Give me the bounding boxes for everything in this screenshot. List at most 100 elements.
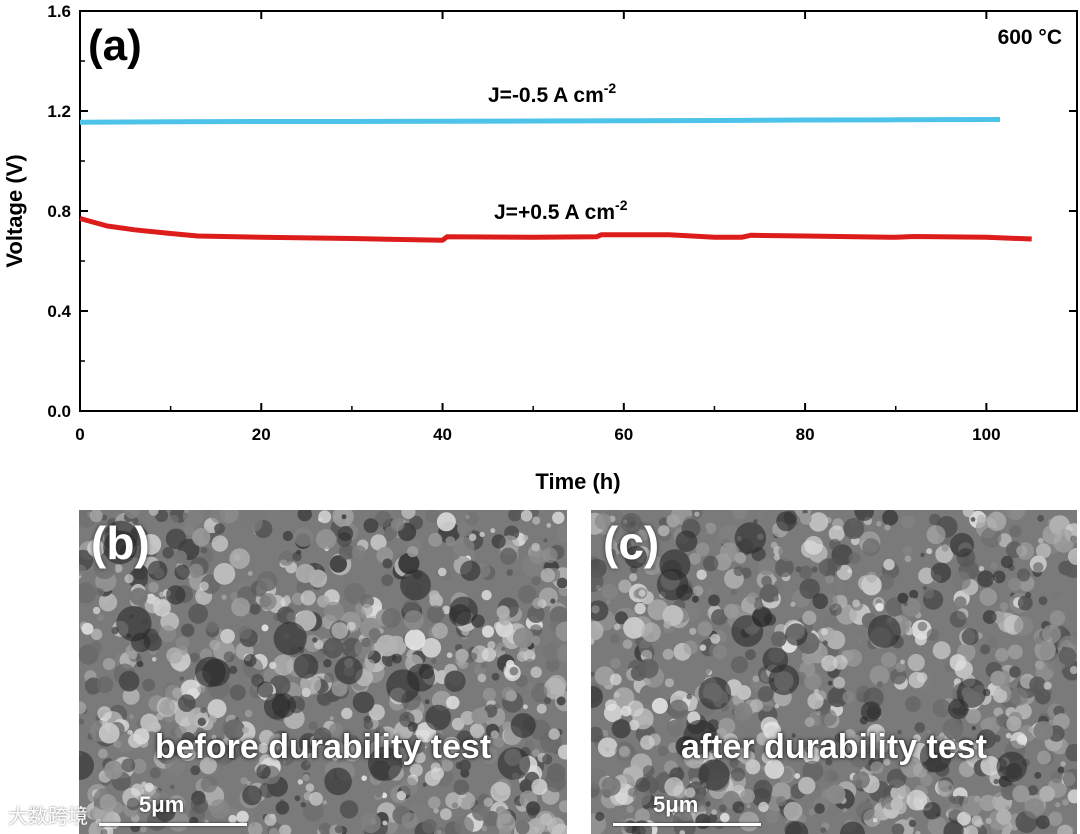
sem-grain [401, 510, 416, 519]
sem-grain [723, 733, 739, 748]
sem-pore [814, 803, 825, 814]
sem-grain [298, 564, 316, 581]
sem-grain [97, 706, 112, 721]
sem-grain [96, 676, 114, 693]
sem-grain [695, 542, 710, 557]
sem-grain [188, 563, 204, 579]
sem-grain [718, 804, 727, 813]
sem-grain [753, 779, 773, 799]
sem-grain [604, 747, 610, 752]
sem-grain [802, 760, 824, 782]
sem-grain [300, 590, 316, 606]
sem-grain [1042, 624, 1061, 644]
sem-grain [517, 651, 528, 662]
scale-label-after: 5μm [653, 792, 699, 817]
sem-grain [328, 723, 344, 738]
sem-grain [876, 521, 882, 527]
sem-grain [300, 802, 306, 808]
sem-pore [363, 518, 379, 533]
sem-grain [700, 526, 707, 533]
sem-grain [440, 759, 454, 772]
sem-pore [595, 811, 605, 822]
sem-grain [1036, 543, 1051, 559]
sem-pore [400, 569, 431, 601]
sem-pore [256, 764, 271, 779]
sem-grain [820, 628, 828, 636]
sem-grain [734, 552, 747, 564]
sem-pore [257, 681, 274, 698]
sem-grain [128, 650, 138, 660]
sem-grain [906, 789, 928, 811]
sem-grain [1043, 681, 1052, 690]
sem-grain [308, 721, 318, 731]
sem-grain [317, 595, 330, 608]
sem-grain [594, 513, 612, 530]
sem-grain [605, 600, 611, 605]
sem-pore [996, 751, 1027, 782]
sem-grain [878, 574, 894, 590]
sem-grain [1057, 766, 1065, 774]
sem-grain [551, 823, 567, 834]
sem-grain [421, 638, 442, 658]
sem-grain [374, 510, 392, 528]
sem-grain [481, 825, 488, 832]
sem-grain [122, 687, 140, 705]
sem-grain [556, 644, 567, 663]
sem-grain [908, 819, 917, 827]
sem-grain [318, 517, 323, 522]
sem-grain [696, 569, 707, 580]
sem-grain [886, 768, 907, 789]
sem-grain [210, 510, 226, 524]
sem-grain [159, 625, 177, 643]
sem-grain [949, 654, 967, 671]
sem-grain [121, 758, 136, 773]
sem-grain [331, 752, 340, 761]
sem-grain [603, 703, 623, 723]
sem-grain [548, 728, 560, 740]
sem-grain [208, 715, 217, 724]
sem-grain [509, 666, 519, 676]
sem-grain [731, 510, 748, 520]
sem-grain [275, 801, 290, 815]
sem-grain [294, 795, 301, 802]
sem-grain [166, 647, 183, 664]
sem-grain [995, 648, 1009, 662]
sem-grain [1023, 798, 1045, 819]
sem-grain [99, 794, 117, 811]
sem-grain [764, 759, 785, 779]
sem-grain [731, 767, 745, 782]
sem-grain [499, 618, 505, 624]
sem-pore [293, 653, 319, 679]
sem-grain [268, 827, 279, 834]
sem-grain [1027, 785, 1039, 796]
sem-grain [247, 571, 253, 576]
sem-grain [923, 587, 935, 599]
sem-grain [1009, 687, 1028, 706]
sem-grain [273, 654, 295, 676]
sem-grain [313, 727, 332, 746]
sem-grain [884, 524, 891, 531]
sem-grain [148, 510, 159, 516]
sem-grain [1034, 771, 1042, 779]
series-line-positive-current [79, 216, 1032, 243]
sem-grain [668, 699, 689, 720]
sem-grain [591, 605, 600, 614]
sem-grain [664, 777, 684, 797]
sem-grain [320, 617, 331, 628]
sem-pore [448, 604, 472, 627]
sem-grain [375, 726, 386, 737]
sem-grain [455, 654, 467, 667]
sem-grain [309, 792, 323, 806]
sem-grain [363, 719, 374, 730]
sem-grain [981, 527, 1002, 548]
sem-grain [683, 640, 698, 655]
sem-grain [361, 775, 368, 781]
sem-grain [275, 746, 296, 766]
sem-grain [443, 736, 461, 754]
sem-grain [1067, 548, 1077, 565]
sem-grain [557, 744, 567, 760]
sem-pore [860, 701, 882, 722]
sem-grain [428, 590, 440, 601]
sem-image-before: (b) before durability test 5μm [79, 510, 567, 834]
sem-pore [948, 698, 969, 720]
